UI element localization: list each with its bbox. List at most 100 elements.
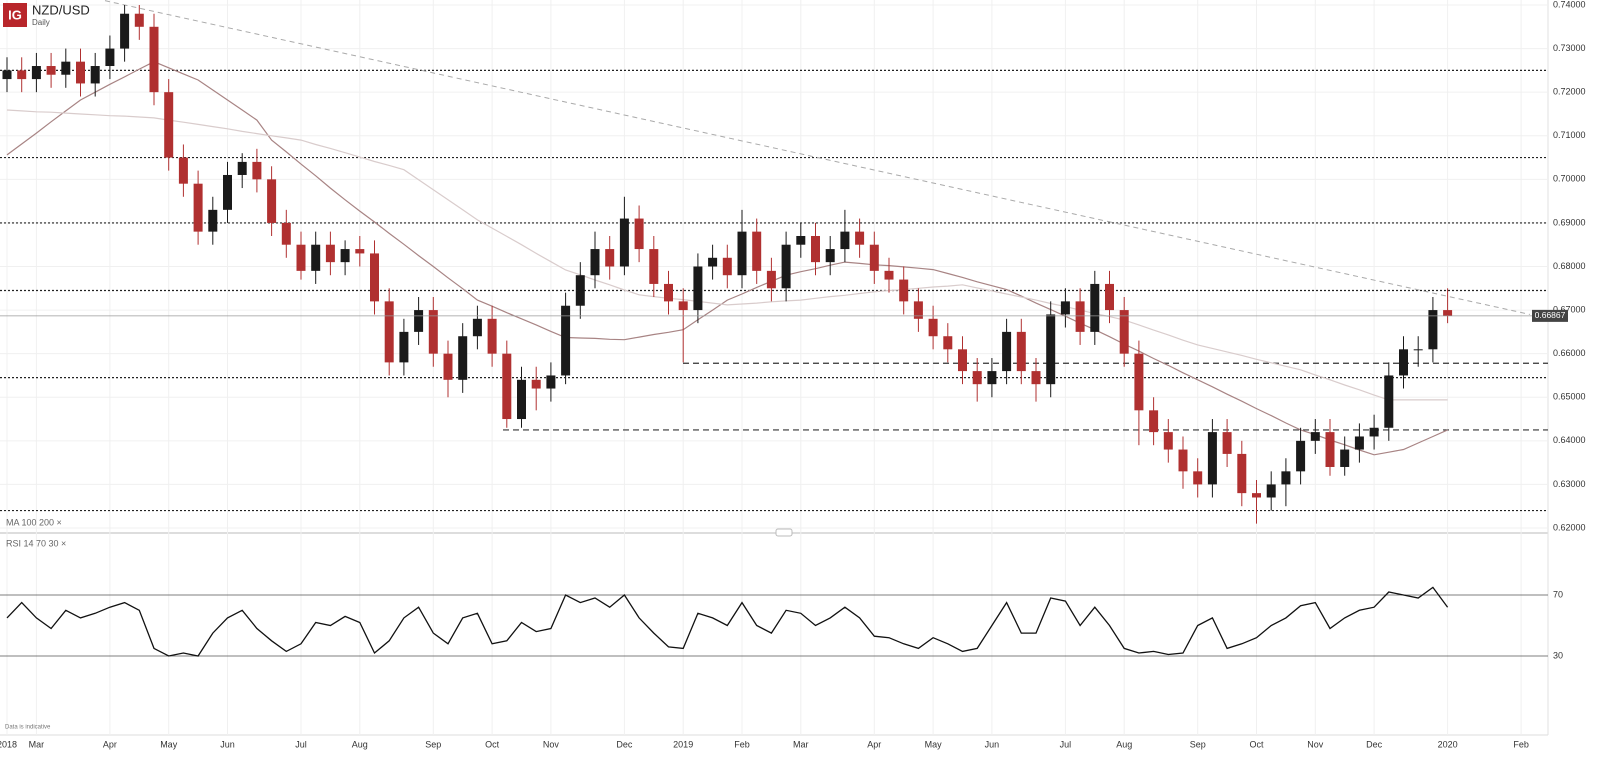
x-tick-label: 2020 (1438, 739, 1458, 749)
x-tick-label: Feb (734, 739, 750, 749)
x-tick-label: Oct (485, 739, 500, 749)
candle-body (458, 336, 468, 380)
candle-body (1002, 331, 1012, 372)
x-tick-label: May (925, 739, 943, 749)
chart-subtitle: Daily (32, 18, 50, 27)
x-tick-label: Dec (1366, 739, 1383, 749)
candle-body (958, 349, 967, 372)
rsi-legend[interactable]: RSI 14 70 30 × (6, 538, 66, 548)
x-tick-label: Jun (985, 739, 1000, 749)
ma-legend[interactable]: MA 100 200 × (6, 517, 62, 527)
candle-body (1207, 432, 1217, 485)
x-tick-label: Dec (616, 739, 633, 749)
pane-resize-handle[interactable] (775, 528, 793, 537)
candle-body (987, 371, 997, 385)
candle-body (267, 179, 277, 223)
candle-body (590, 249, 600, 276)
candle-body (340, 249, 350, 263)
candle-body (296, 244, 306, 271)
last-price-box (1532, 309, 1568, 322)
candle-body (237, 161, 247, 175)
candle-body (1428, 310, 1438, 350)
candle-body (164, 92, 174, 158)
candle-body (1296, 440, 1306, 472)
trendline (104, 0, 1531, 315)
footnote: Data is indicative (5, 725, 51, 731)
candle-body (223, 174, 232, 210)
candle-body (120, 13, 130, 49)
candle-body (1105, 283, 1114, 311)
candle-body (370, 253, 379, 302)
candle-body (825, 249, 835, 263)
candle-body (252, 161, 262, 180)
candle-body (752, 231, 762, 271)
candle-body (384, 301, 394, 363)
candle-body (325, 244, 335, 263)
candle-body (781, 244, 791, 289)
y-tick-label: 0.68000 (1553, 261, 1586, 271)
candle-body (796, 235, 806, 245)
candle-body (281, 222, 291, 245)
candle-body (1340, 449, 1350, 467)
x-tick-label: Sep (1190, 739, 1206, 749)
candle-body (149, 26, 159, 93)
candle-body (1237, 453, 1247, 494)
candle-body (1090, 283, 1100, 332)
candle-body (766, 270, 776, 289)
x-tick-label: Sep (425, 739, 441, 749)
logo: IG (8, 7, 22, 22)
y-tick-label: 0.69000 (1553, 217, 1586, 227)
candle-body (708, 257, 718, 267)
x-tick-label: 2019 (673, 739, 693, 749)
candle-body (1193, 471, 1203, 485)
candle-body (1060, 301, 1070, 315)
candle-body (17, 70, 27, 80)
candle-body (1134, 353, 1144, 411)
x-tick-label: May (160, 739, 178, 749)
candle-body (1075, 301, 1085, 332)
moving-average (6, 61, 1448, 456)
y-tick-label: 0.72000 (1553, 87, 1586, 97)
candle-body (561, 305, 571, 376)
x-tick-label: Nov (543, 739, 560, 749)
candle-body (884, 270, 894, 280)
x-tick-label: Apr (103, 739, 117, 749)
candle-body (355, 249, 365, 254)
x-tick-label: Jul (295, 739, 307, 749)
x-tick-label: Feb (1513, 739, 1529, 749)
candle-body (1310, 432, 1320, 441)
candle-body (1046, 314, 1056, 385)
rsi-line (6, 586, 1449, 657)
y-tick-label: 0.73000 (1553, 43, 1586, 53)
candle-body (1163, 432, 1173, 450)
candle-body (664, 283, 673, 302)
candle-body (1222, 432, 1232, 454)
candle-body (913, 301, 923, 319)
candle-body (693, 266, 703, 311)
x-tick-label: Jun (220, 739, 235, 749)
candle-body (31, 66, 41, 80)
x-tick-label: Aug (352, 739, 368, 749)
candle-body (1354, 436, 1364, 450)
candle-body (546, 375, 556, 389)
candle-body (76, 61, 85, 84)
candle-body (1325, 432, 1335, 467)
candle-body (193, 183, 203, 232)
candle-body (105, 48, 115, 67)
candle-body (414, 310, 424, 332)
candle-body (1281, 471, 1291, 485)
candle-body (634, 218, 644, 250)
candle-body (1413, 349, 1423, 351)
candle-body (472, 318, 482, 337)
candle-body (1399, 349, 1408, 376)
candle-body (517, 379, 526, 420)
y-tick-label: 0.71000 (1553, 130, 1586, 140)
candle-body (972, 371, 982, 385)
candle-body (46, 66, 56, 75)
candle-body (90, 66, 100, 84)
y-tick-label: 0.66000 (1553, 348, 1586, 358)
y-tick-label: 0.65000 (1553, 392, 1586, 402)
candle-body (428, 310, 438, 354)
